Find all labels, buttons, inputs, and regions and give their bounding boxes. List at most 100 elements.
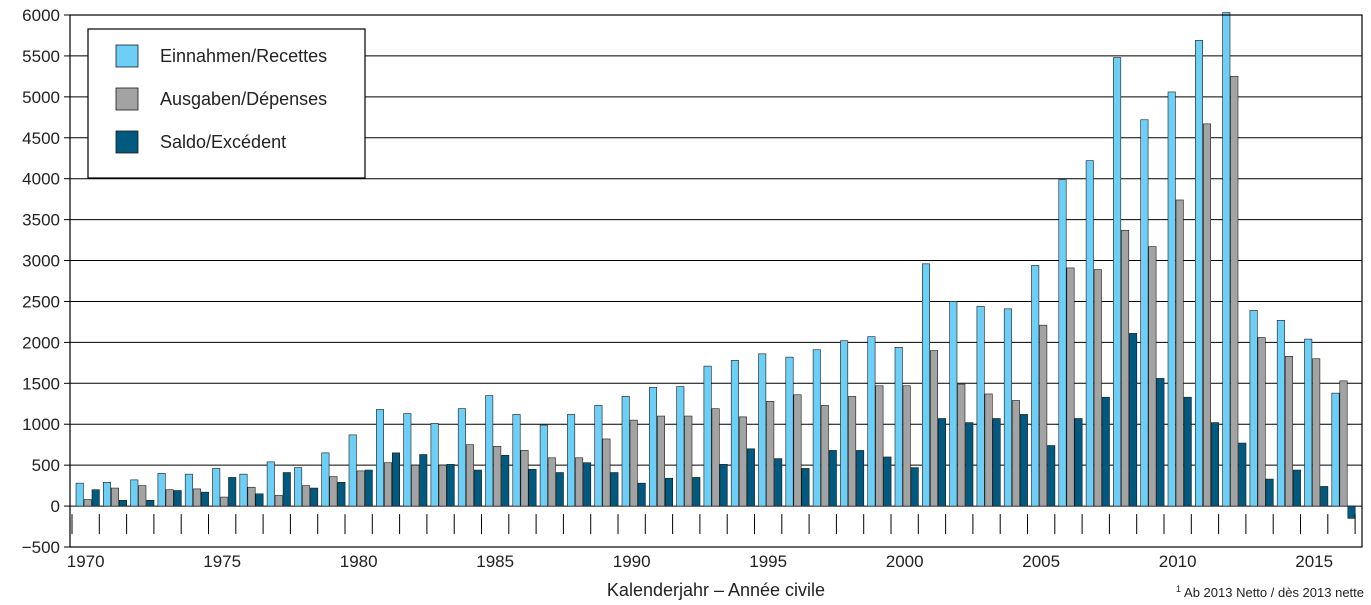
bar-einnahmen-2015 xyxy=(1304,338,1313,507)
bar-ausgaben-2012 xyxy=(1230,76,1239,507)
bar-ausgaben-2008 xyxy=(1121,229,1130,507)
bar-einnahmen-1981 xyxy=(375,409,384,507)
footnote-text: Ab 2013 Netto / dès 2013 nette xyxy=(1184,585,1364,600)
bar-einnahmen-2001 xyxy=(921,263,930,507)
bar-einnahmen-1976 xyxy=(239,473,248,507)
bar-saldo-1995 xyxy=(774,458,783,507)
bar-ausgaben-1990 xyxy=(629,419,638,507)
footnote-mark: 1 xyxy=(1176,584,1181,594)
bar-ausgaben-1996 xyxy=(793,394,802,507)
bar-saldo-2005 xyxy=(1047,445,1056,507)
x-tick-label: 1990 xyxy=(613,552,651,571)
bar-einnahmen-1979 xyxy=(321,452,330,507)
bar-einnahmen-1973 xyxy=(157,473,166,507)
bar-ausgaben-1985 xyxy=(493,446,502,507)
bar-ausgaben-2007 xyxy=(1093,269,1102,507)
bar-saldo-1974 xyxy=(200,491,209,507)
bar-ausgaben-1973 xyxy=(165,489,174,507)
bar-ausgaben-2016 xyxy=(1339,380,1348,507)
bar-ausgaben-2015 xyxy=(1312,358,1321,507)
y-tick-label: −500 xyxy=(22,538,60,557)
bar-saldo-1986 xyxy=(528,468,537,507)
bar-ausgaben-1986 xyxy=(520,450,529,507)
bar-ausgaben-1992 xyxy=(684,415,693,507)
y-tick-label: 4000 xyxy=(22,170,60,189)
bar-saldo-2009 xyxy=(1156,378,1165,507)
bar-saldo-2002 xyxy=(965,422,974,507)
bar-einnahmen-1994 xyxy=(730,360,739,507)
bar-einnahmen-2010 xyxy=(1167,91,1176,507)
x-tick-label: 2000 xyxy=(886,552,924,571)
bar-einnahmen-1998 xyxy=(840,340,849,507)
y-tick-label: 6000 xyxy=(22,6,60,25)
bar-ausgaben-1987 xyxy=(547,457,556,507)
bar-saldo-1977 xyxy=(282,472,291,507)
y-tick-label: 500 xyxy=(32,456,60,475)
y-tick-label: 1500 xyxy=(22,374,60,393)
bar-einnahmen-2012 xyxy=(1222,12,1231,507)
bar-einnahmen-2013 xyxy=(1249,310,1258,507)
bar-ausgaben-1977 xyxy=(274,495,283,507)
bar-einnahmen-1971 xyxy=(103,482,112,507)
bar-einnahmen-2006 xyxy=(1058,179,1067,507)
bar-einnahmen-1992 xyxy=(676,386,685,507)
bar-ausgaben-2013 xyxy=(1257,337,1266,507)
bar-saldo-1973 xyxy=(173,490,182,507)
bar-saldo-1987 xyxy=(555,472,564,507)
bar-ausgaben-1970 xyxy=(83,499,92,507)
bar-einnahmen-2005 xyxy=(1031,265,1040,507)
bar-ausgaben-1981 xyxy=(383,462,392,507)
x-tick-label: 2010 xyxy=(1159,552,1197,571)
bar-einnahmen-1999 xyxy=(867,336,876,507)
bar-ausgaben-1976 xyxy=(247,486,256,507)
bar-ausgaben-1997 xyxy=(820,405,829,507)
bar-saldo-1981 xyxy=(391,452,400,507)
bar-ausgaben-1972 xyxy=(138,485,147,507)
bar-ausgaben-2010 xyxy=(1175,199,1184,507)
bar-ausgaben-1971 xyxy=(111,487,120,507)
bar-einnahmen-1975 xyxy=(212,468,221,507)
bar-einnahmen-1970 xyxy=(75,482,84,507)
bar-saldo-1996 xyxy=(801,468,810,507)
y-tick-label: 3000 xyxy=(22,252,60,271)
bar-saldo-2011 xyxy=(1211,422,1220,507)
bar-saldo-1971 xyxy=(119,500,128,507)
bar-ausgaben-1999 xyxy=(875,385,884,507)
legend: Einnahmen/Recettes Ausgaben/Dépenses Saldo… xyxy=(87,28,366,179)
bar-saldo-1976 xyxy=(255,493,264,507)
bar-ausgaben-2005 xyxy=(1039,324,1048,507)
bar-saldo-1989 xyxy=(610,472,619,507)
bar-einnahmen-1977 xyxy=(266,461,275,507)
bar-einnahmen-1993 xyxy=(703,365,712,507)
bar-saldo-2006 xyxy=(1074,418,1083,507)
bar-ausgaben-2011 xyxy=(1203,123,1212,507)
footnote: 1 Ab 2013 Netto / dès 2013 nette xyxy=(1176,584,1364,600)
bar-ausgaben-1995 xyxy=(766,401,775,507)
x-tick-label: 1980 xyxy=(340,552,378,571)
bar-saldo-2007 xyxy=(1101,396,1110,507)
bar-einnahmen-1985 xyxy=(485,395,494,507)
x-tick-label: 2015 xyxy=(1295,552,1333,571)
bar-ausgaben-1980 xyxy=(356,470,365,507)
bar-einnahmen-2007 xyxy=(1085,160,1094,507)
bar-einnahmen-1983 xyxy=(430,423,439,507)
bar-einnahmen-2002 xyxy=(949,301,958,507)
bar-saldo-1993 xyxy=(719,464,728,507)
bar-saldo-2001 xyxy=(937,418,946,507)
y-tick-label: 3500 xyxy=(22,211,60,230)
bar-ausgaben-1989 xyxy=(602,438,611,507)
bar-ausgaben-1991 xyxy=(656,415,665,507)
bar-saldo-1992 xyxy=(692,477,701,507)
x-tick-label: 1985 xyxy=(476,552,514,571)
bar-einnahmen-1972 xyxy=(130,479,139,507)
bar-einnahmen-1986 xyxy=(512,414,521,507)
bar-saldo-2000 xyxy=(910,467,919,507)
bar-ausgaben-2002 xyxy=(957,383,966,507)
y-tick-label: 2000 xyxy=(22,333,60,352)
x-tick-label: 1975 xyxy=(203,552,241,571)
bar-ausgaben-2009 xyxy=(1148,246,1157,507)
bar-saldo-1982 xyxy=(419,454,428,507)
bar-ausgaben-1994 xyxy=(738,416,747,507)
bar-ausgaben-1982 xyxy=(411,464,420,507)
legend-swatch xyxy=(115,44,139,68)
